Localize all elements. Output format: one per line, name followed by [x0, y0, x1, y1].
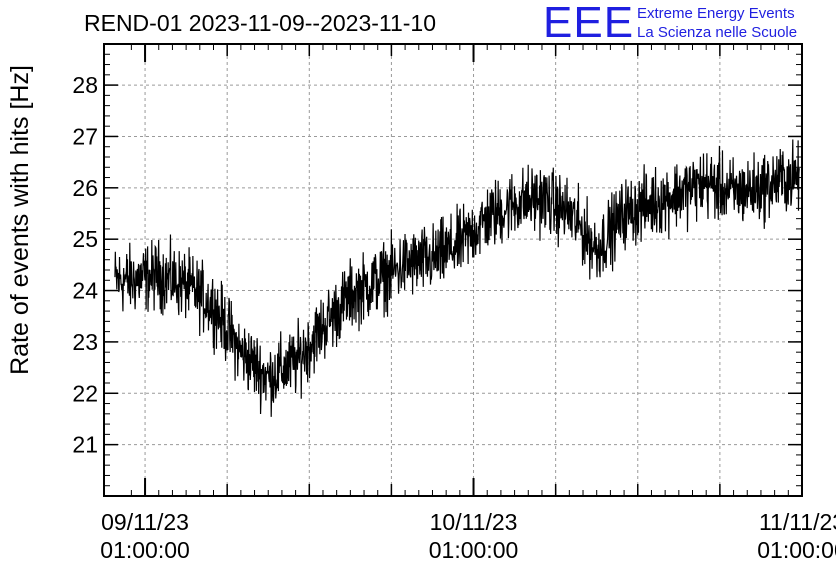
x-tick-label-date: 10/11/23: [430, 509, 518, 535]
y-tick-label: 27: [72, 123, 98, 149]
y-tick-label: 25: [72, 226, 98, 252]
x-tick-label-time: 01:00:00: [100, 537, 190, 563]
y-tick-label: 26: [72, 175, 98, 201]
y-tick-label: 21: [72, 432, 98, 458]
y-tick-label: 23: [72, 329, 98, 355]
logo-line-2: La Scienza nelle Scuole: [637, 24, 798, 41]
x-tick-label-date: 09/11/23: [101, 509, 189, 535]
y-tick-label: 22: [72, 380, 98, 406]
y-axis-label: Rate of events with hits [Hz]: [6, 65, 34, 375]
rate-series-line: [114, 139, 800, 417]
plot-frame: [103, 43, 803, 497]
y-tick-label: 28: [72, 72, 98, 98]
chart-title: REND-01 2023-11-09--2023-11-10: [84, 10, 437, 36]
logo-caption: Extreme Energy Events La Scienza nelle S…: [637, 4, 797, 42]
x-tick-label-time: 01:00:00: [429, 537, 519, 563]
y-tick-label: 24: [72, 278, 98, 304]
x-tick-label-date: 11/11/23: [759, 509, 836, 535]
eee-logo-icon: EEE: [543, 0, 635, 47]
logo-line-1: Extreme Energy Events: [637, 5, 795, 22]
x-tick-label-time: 01:00:00: [757, 537, 836, 563]
